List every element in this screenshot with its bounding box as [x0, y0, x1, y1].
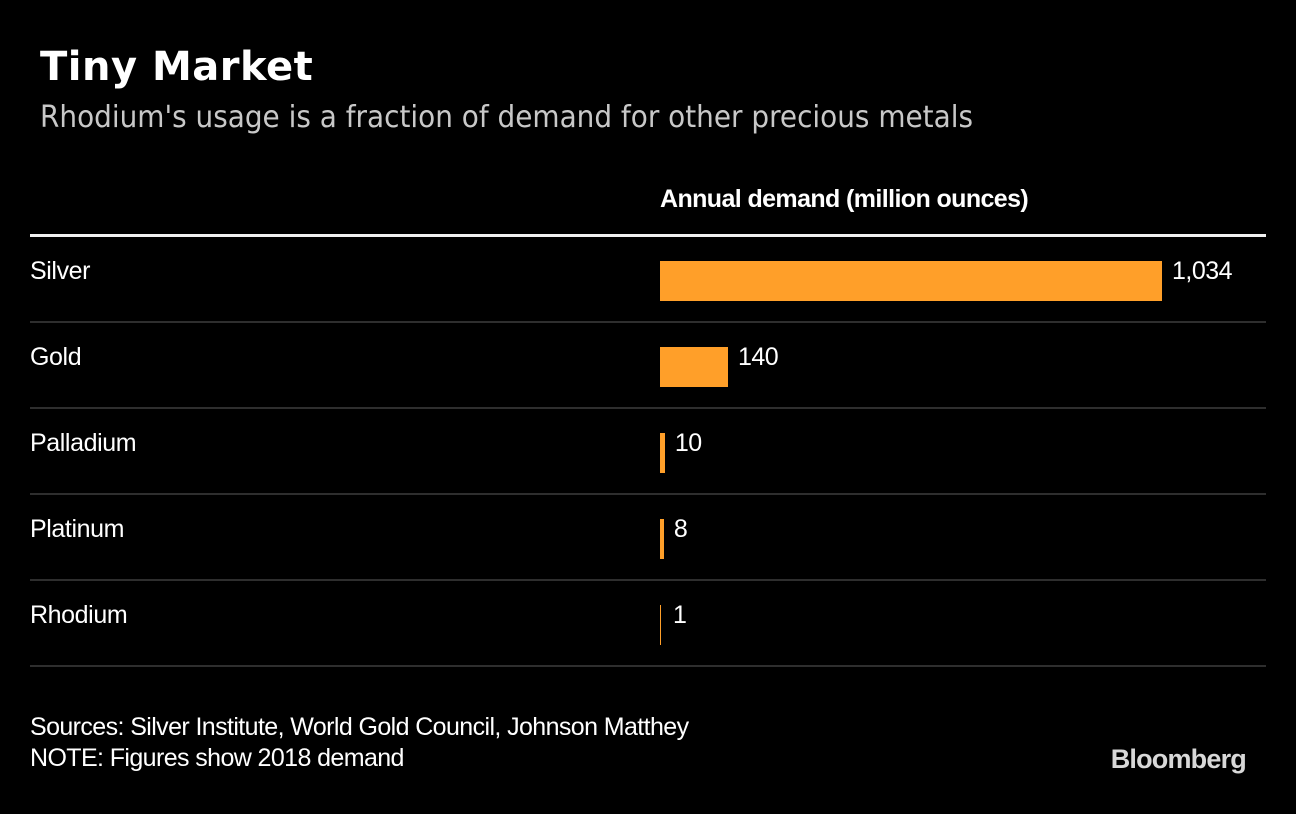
bar-palladium: [660, 433, 665, 473]
bloomberg-logo: Bloomberg: [1110, 744, 1247, 774]
bar-row: Palladium 10: [30, 409, 1266, 495]
value-label: 1,034: [1172, 257, 1233, 285]
bar-silver: [660, 261, 1162, 301]
sources-text: Sources: Silver Institute, World Gold Co…: [30, 713, 689, 741]
row-divider: [30, 665, 1266, 667]
row-divider: [30, 493, 1266, 495]
note-text: NOTE: Figures show 2018 demand: [30, 744, 404, 772]
category-label: Platinum: [30, 515, 125, 543]
value-label: 8: [673, 515, 688, 543]
category-label: Palladium: [30, 429, 137, 457]
bar-row: Rhodium 1: [30, 581, 1266, 667]
bar-rhodium: [660, 605, 661, 645]
value-label: 140: [737, 343, 779, 371]
column-header: Annual demand (million ounces): [660, 185, 1029, 213]
bar-row: Silver 1,034: [30, 237, 1266, 323]
value-label: 1: [673, 601, 687, 629]
chart-title: Tiny Market: [40, 44, 314, 90]
category-label: Silver: [30, 257, 91, 285]
chart-subtitle: Rhodium's usage is a fraction of demand …: [40, 100, 974, 135]
bar-gold: [660, 347, 728, 387]
bar-platinum: [660, 519, 664, 559]
category-label: Rhodium: [30, 601, 128, 629]
row-divider: [30, 321, 1266, 323]
bar-row: Platinum 8: [30, 495, 1266, 581]
footer-notes: Sources: Silver Institute, World Gold Co…: [30, 712, 689, 774]
header-rule: [30, 234, 1266, 237]
category-label: Gold: [30, 343, 82, 371]
row-divider: [30, 579, 1266, 581]
value-label: 10: [674, 429, 702, 457]
row-divider: [30, 407, 1266, 409]
bar-row: Gold 140: [30, 323, 1266, 409]
